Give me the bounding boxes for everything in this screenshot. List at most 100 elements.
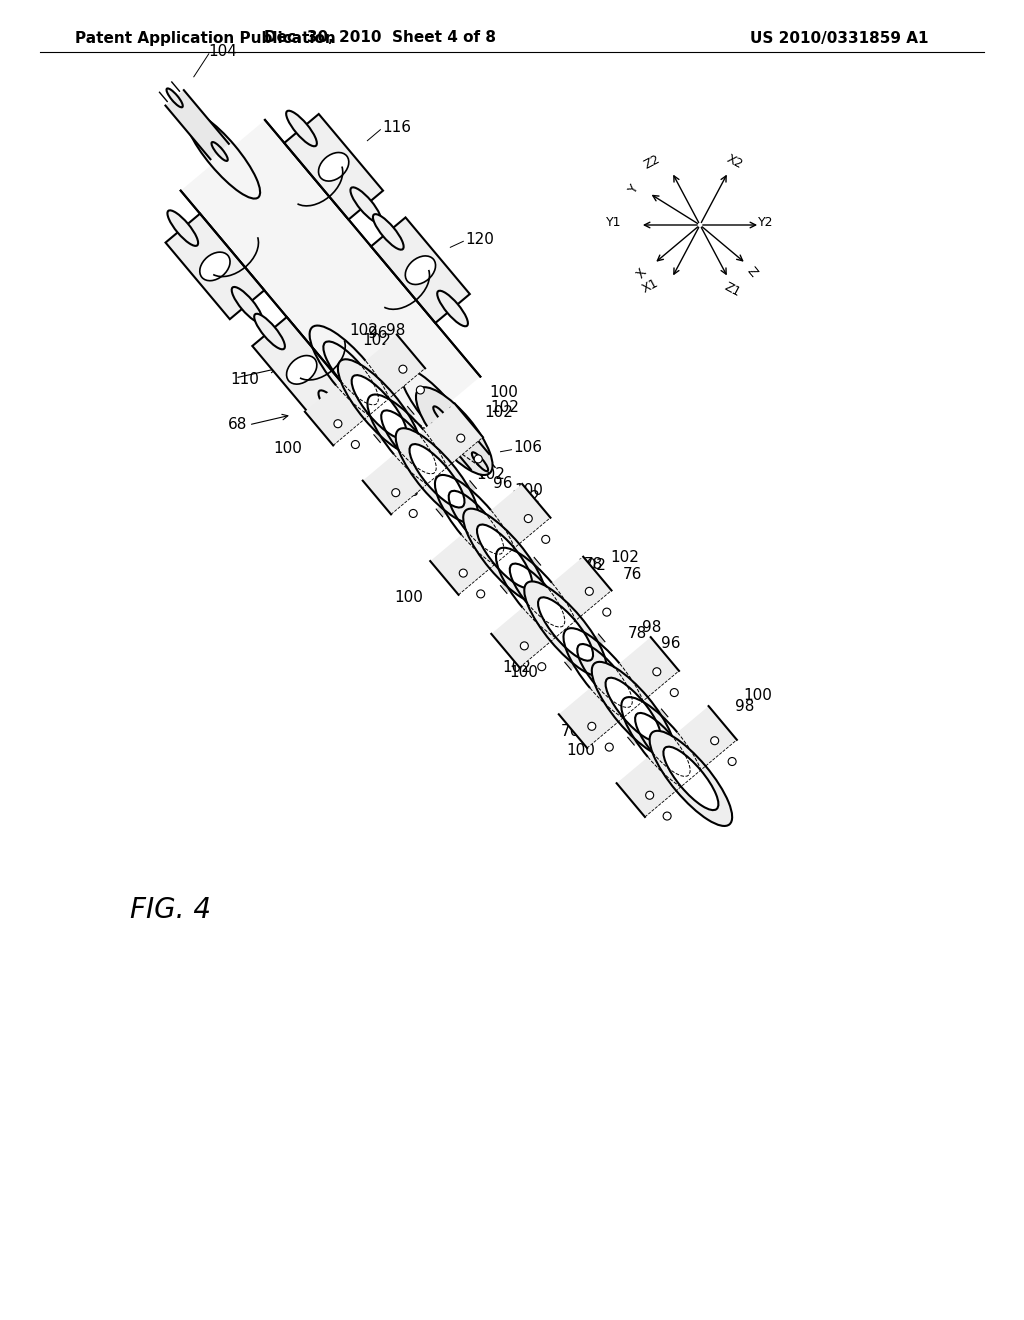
- Ellipse shape: [416, 387, 493, 475]
- Circle shape: [524, 515, 532, 523]
- Text: 116: 116: [382, 120, 412, 135]
- Text: 102: 102: [511, 490, 540, 504]
- Ellipse shape: [410, 444, 465, 507]
- Polygon shape: [371, 218, 470, 323]
- Text: 102: 102: [349, 323, 378, 338]
- Text: X: X: [634, 267, 650, 281]
- Text: 100: 100: [743, 688, 772, 702]
- Circle shape: [538, 663, 546, 671]
- Ellipse shape: [351, 375, 407, 438]
- Text: Z2: Z2: [642, 152, 663, 172]
- Ellipse shape: [338, 359, 421, 454]
- Text: FIG. 4: FIG. 4: [130, 896, 211, 924]
- Text: 78: 78: [628, 626, 647, 640]
- Text: 76: 76: [560, 723, 580, 739]
- Text: 104: 104: [209, 45, 238, 59]
- Text: 100: 100: [394, 590, 423, 605]
- Text: 68: 68: [227, 417, 247, 433]
- Ellipse shape: [605, 677, 660, 741]
- Ellipse shape: [318, 153, 349, 181]
- Ellipse shape: [433, 407, 450, 425]
- Text: 98: 98: [510, 560, 529, 574]
- Text: 96: 96: [368, 326, 387, 342]
- Ellipse shape: [212, 143, 227, 161]
- Circle shape: [605, 743, 613, 751]
- Polygon shape: [492, 557, 611, 668]
- Polygon shape: [430, 484, 551, 595]
- Ellipse shape: [472, 453, 488, 471]
- Polygon shape: [616, 706, 737, 817]
- Circle shape: [392, 488, 399, 496]
- Circle shape: [520, 642, 528, 649]
- Ellipse shape: [167, 210, 198, 246]
- Text: Y2: Y2: [758, 215, 774, 228]
- Circle shape: [664, 812, 671, 820]
- Polygon shape: [305, 334, 425, 445]
- Circle shape: [603, 609, 610, 616]
- Circle shape: [459, 569, 467, 577]
- Polygon shape: [559, 638, 679, 748]
- Ellipse shape: [406, 256, 435, 285]
- Polygon shape: [436, 480, 476, 516]
- Text: 118: 118: [390, 483, 420, 499]
- Text: 78: 78: [584, 557, 603, 572]
- Text: Patent Application Publication: Patent Application Publication: [75, 30, 336, 45]
- Ellipse shape: [538, 597, 593, 661]
- Ellipse shape: [463, 508, 546, 603]
- Ellipse shape: [395, 428, 478, 524]
- Polygon shape: [362, 404, 483, 515]
- Text: 102: 102: [476, 466, 506, 482]
- Ellipse shape: [649, 731, 732, 826]
- Polygon shape: [565, 634, 605, 671]
- Polygon shape: [285, 114, 383, 219]
- Circle shape: [646, 791, 653, 799]
- Circle shape: [457, 434, 465, 442]
- Ellipse shape: [318, 391, 349, 426]
- Text: Dec. 30, 2010  Sheet 4 of 8: Dec. 30, 2010 Sheet 4 of 8: [264, 30, 496, 45]
- Text: 98: 98: [383, 409, 402, 424]
- Text: 102: 102: [484, 405, 513, 420]
- Text: 102: 102: [362, 334, 391, 348]
- Text: 110: 110: [230, 372, 259, 388]
- Text: 100: 100: [509, 665, 538, 680]
- Text: 96: 96: [494, 475, 513, 491]
- Text: 96: 96: [662, 636, 681, 651]
- Circle shape: [728, 758, 736, 766]
- Ellipse shape: [185, 112, 260, 198]
- Polygon shape: [374, 407, 414, 442]
- Text: 102: 102: [503, 660, 531, 675]
- Text: Z: Z: [744, 264, 760, 279]
- Text: 98: 98: [386, 322, 406, 338]
- Circle shape: [351, 441, 359, 449]
- Circle shape: [417, 385, 424, 393]
- Ellipse shape: [350, 187, 381, 223]
- Ellipse shape: [254, 314, 285, 350]
- Ellipse shape: [373, 214, 403, 249]
- Text: 102: 102: [610, 549, 639, 565]
- Text: Y: Y: [627, 182, 642, 195]
- Circle shape: [586, 587, 593, 595]
- Circle shape: [711, 737, 719, 744]
- Circle shape: [474, 455, 482, 463]
- Circle shape: [399, 366, 407, 374]
- Text: X2: X2: [724, 152, 744, 172]
- Text: 100: 100: [515, 483, 544, 499]
- Polygon shape: [180, 120, 480, 447]
- Polygon shape: [166, 90, 228, 160]
- Circle shape: [588, 722, 596, 730]
- Circle shape: [671, 689, 678, 697]
- Ellipse shape: [664, 747, 719, 810]
- Ellipse shape: [437, 290, 468, 326]
- Text: 100: 100: [566, 743, 595, 758]
- Text: 98: 98: [642, 620, 662, 635]
- Text: Z1: Z1: [722, 280, 742, 300]
- Ellipse shape: [524, 581, 607, 677]
- Text: 102: 102: [489, 400, 519, 414]
- Ellipse shape: [200, 252, 230, 281]
- Circle shape: [477, 590, 484, 598]
- Text: Y1: Y1: [606, 215, 622, 228]
- Polygon shape: [166, 214, 264, 319]
- Text: 76: 76: [623, 568, 642, 582]
- Text: 102: 102: [577, 558, 606, 573]
- Text: 100: 100: [489, 385, 518, 400]
